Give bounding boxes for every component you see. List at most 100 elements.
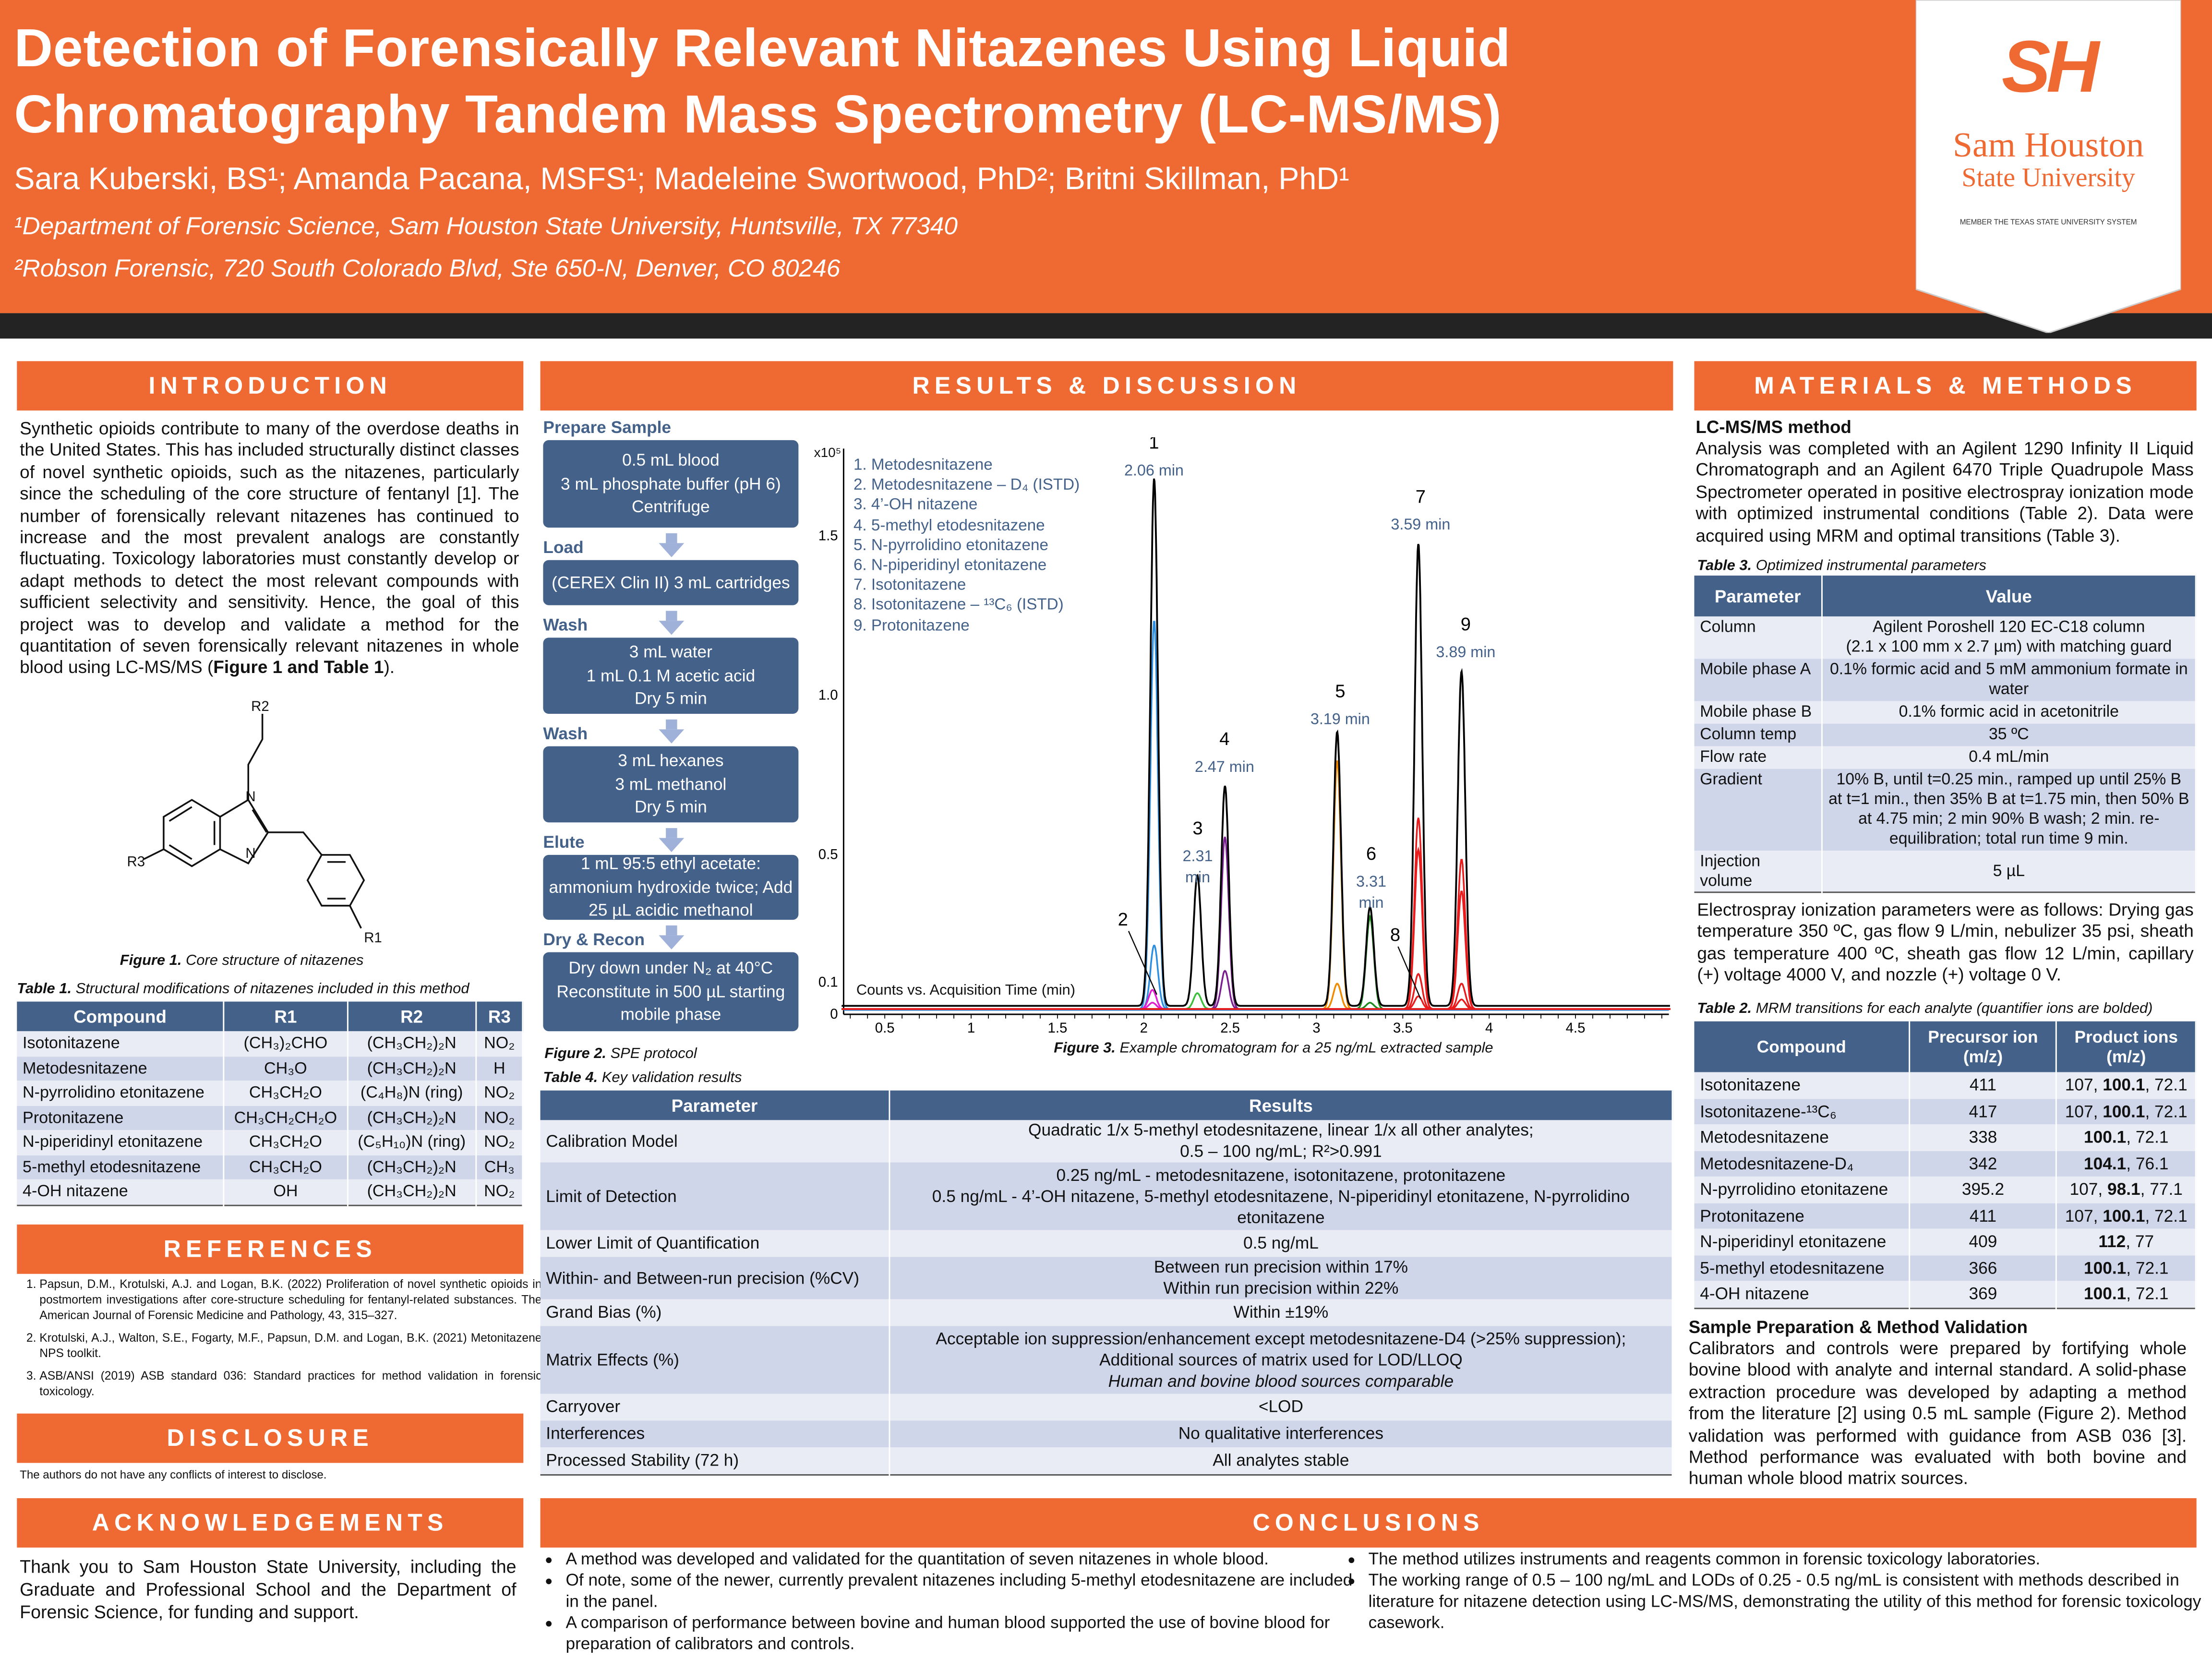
spe-step-line: mobile phase xyxy=(620,1005,721,1025)
table3-caption-text: Optimized instrumental parameters xyxy=(1755,557,1986,575)
methods-heading: MATERIALS & METHODS xyxy=(1694,361,2197,411)
spe-step-line: 3 mL hexanes xyxy=(618,751,724,771)
table-row: Isotonitazene (CH₃)₂CHO (CH₃CH₂)₂N NO₂ xyxy=(17,1031,524,1056)
product-ion: , 77 xyxy=(2126,1232,2154,1252)
y-tick-label: 0.1 xyxy=(818,974,838,990)
spe-step-header: Dry & Recon xyxy=(543,920,798,950)
table2-header-row: Compound Precursor ion (m/z) Product ions … xyxy=(1694,1021,2197,1072)
table2-compound: Metodesnitazene xyxy=(1694,1124,1911,1151)
table-row: 5-methyl etodesnitazene 366 100.1, 72.1 xyxy=(1694,1255,2197,1281)
table4-result-line: Between run precision within 17% xyxy=(1154,1257,1408,1277)
ion-trace-peak-1 xyxy=(842,621,1671,1010)
down-arrow-icon xyxy=(659,925,685,950)
table4-result-line: 0.5 ng/mL - 4’-OH nitazene, 5-methyl eto… xyxy=(932,1186,1630,1227)
figure1-caption: Figure 1. Core structure of nitazenes xyxy=(120,952,364,969)
lcms-text: Analysis was completed with an Agilent 1… xyxy=(1695,438,2194,546)
table4-parameter: Matrix Effects (%) xyxy=(540,1326,890,1394)
table2-compound: Isotonitazene xyxy=(1694,1072,1911,1098)
legend-entry: 1. Metodesnitazene xyxy=(853,457,993,474)
table2-products: 107, 100.1, 72.1 xyxy=(2056,1202,2197,1229)
quantifier-ion: 112 xyxy=(2098,1232,2126,1252)
x-tick-label: 3.5 xyxy=(1393,1020,1413,1036)
x-tick-label: 1 xyxy=(967,1020,975,1036)
table4-result-line: Quadratic 1/x 5-methyl etodesnitazene, l… xyxy=(1028,1120,1534,1140)
reference-item: Papsun, D.M., Krotulski, A.J. and Logan,… xyxy=(39,1277,541,1323)
table1-header-row: Compound R1 R2 R3 xyxy=(17,1001,524,1032)
table1-cell: CH₃CH₂O xyxy=(224,1130,348,1155)
disclosure-text: The authors do not have any conflicts of… xyxy=(20,1468,327,1481)
acknowledgements-text: Thank you to Sam Houston State Universit… xyxy=(20,1556,517,1623)
table1-caption: Table 1. Structural modifications of nit… xyxy=(17,980,469,997)
total-ion-chromatogram xyxy=(842,478,1670,1007)
peak-number-label: 8 xyxy=(1390,925,1400,945)
table1-cell: CH₃O xyxy=(224,1056,348,1081)
references-list: Papsun, D.M., Krotulski, A.J. and Logan,… xyxy=(0,1277,541,1407)
table2-products: 107, 98.1, 77.1 xyxy=(2056,1176,2197,1203)
spe-step-line: 0.5 mL blood xyxy=(622,450,720,470)
y-tick-label: 0 xyxy=(830,1006,838,1022)
peak-number-label: 6 xyxy=(1366,843,1376,864)
table1-header-cell: R2 xyxy=(347,1001,477,1032)
table2-compound: 5-methyl etodesnitazene xyxy=(1694,1255,1911,1281)
table4-result-line: No qualitative interferences xyxy=(1178,1423,1384,1443)
table-row: Mobile phase B 0.1% formic acid in aceton… xyxy=(1694,701,2197,724)
table4-parameter: Carryover xyxy=(540,1394,890,1421)
table4-result-line: <LOD xyxy=(1258,1396,1303,1417)
x-tick-label: 0.5 xyxy=(875,1020,895,1036)
reference-item: ASB/ANSI (2019) ASB standard 036: Standa… xyxy=(39,1369,541,1400)
table4-caption-text: Key validation results xyxy=(601,1069,742,1086)
ion-trace-peak-9 xyxy=(842,998,1671,1010)
structure-n2: N xyxy=(245,846,256,862)
table-row: N-pyrrolidino etonitazene 395.2 107, 98.1,… xyxy=(1694,1176,2197,1203)
structure-r2: R2 xyxy=(251,699,269,715)
product-ion: 107, xyxy=(2065,1075,2103,1095)
table1-cell: (CH₃CH₂)₂N xyxy=(347,1105,477,1130)
chromatogram-chart: 0.5 1 1.5 2 2.5 3 3.5 4 4.5 0 0.1 0.5 1.0 1.5 1 2.06 mi… xyxy=(818,437,1671,1036)
table1-cell: (C₅H₁₀)N (ring) xyxy=(347,1130,477,1155)
table2: Compound Precursor ion (m/z) Product ions … xyxy=(1694,1021,2197,1309)
results-heading: RESULTS & DISCUSSION xyxy=(540,361,1673,411)
table3-header-cell: Parameter xyxy=(1694,576,1823,617)
table-row: Column temp 35 ºC xyxy=(1694,723,2197,746)
table4-parameter: Processed Stability (72 h) xyxy=(540,1447,890,1475)
table4-result: No qualitative interferences xyxy=(889,1420,1673,1448)
table-row: N-piperidinyl etonitazene CH₃CH₂O (C₅H₁₀)N… xyxy=(17,1130,524,1155)
table3-parameter: Mobile phase B xyxy=(1694,701,1823,724)
table-row: Isotonitazene-¹³C₆ 417 107, 100.1, 72.1 xyxy=(1694,1098,2197,1125)
figure3-caption: Figure 3. Example chromatogram for a 25 … xyxy=(1054,1040,1493,1057)
table3-parameter: Flow rate xyxy=(1694,746,1823,769)
table4-result-line: 0.5 ng/mL xyxy=(1243,1233,1319,1253)
peak-number-label: 5 xyxy=(1335,681,1345,702)
product-ion: 107, xyxy=(2069,1179,2108,1200)
table1-cell: OH xyxy=(224,1179,348,1205)
table-row: Injection volume 5 µL xyxy=(1694,851,2197,892)
university-logo: SH Sam Houston State University MEMBER T… xyxy=(1915,0,2182,334)
table-row: 4-OH nitazene 369 100.1, 72.1 xyxy=(1694,1281,2197,1308)
table1-cell: Protonitazene xyxy=(17,1105,225,1130)
table4-header-row: Parameter Results xyxy=(540,1090,1673,1120)
product-ion: 107, xyxy=(2065,1101,2103,1121)
table3-parameter: Gradient xyxy=(1694,769,1823,851)
table1-header-cell: Compound xyxy=(17,1001,225,1032)
spe-step-line: 3 mL water xyxy=(629,642,712,662)
legend-entry: 9. Protonitazene xyxy=(853,617,970,635)
lcms-heading: LC-MS/MS method xyxy=(1695,417,1851,438)
table-row: 5-methyl etodesnitazene CH₃CH₂O (CH₃CH₂)₂N… xyxy=(17,1154,524,1179)
y-tick-label: 0.5 xyxy=(818,847,838,863)
table-row: Metodesnitazene-D₄ 342 104.1, 76.1 xyxy=(1694,1150,2197,1177)
spe-step-line: Dry 5 min xyxy=(634,797,707,817)
quantifier-ion: 100.1 xyxy=(2103,1075,2145,1095)
figure2-caption-text: SPE protocol xyxy=(610,1045,697,1062)
table4-result: Between run precision within 17% Within r… xyxy=(889,1257,1673,1299)
y-tick-label: 1.5 xyxy=(818,528,838,544)
peak-8-leader xyxy=(1397,946,1421,999)
spe-step-box: (CEREX Clin II) 3 mL cartridges xyxy=(543,560,799,605)
spe-step-line: 3 mL phosphate buffer (pH 6) xyxy=(561,473,781,493)
peak-number-label: 7 xyxy=(1416,486,1426,507)
spe-step-label: Wash xyxy=(543,723,588,744)
x-tick-label: 4 xyxy=(1485,1020,1493,1036)
table-row: Protonitazene CH₃CH₂CH₂O (CH₃CH₂)₂N NO₂ xyxy=(17,1105,524,1130)
table4-result-line: All analytes stable xyxy=(1213,1450,1349,1470)
authors: Sara Kuberski, BS¹; Amanda Pacana, MSFS¹… xyxy=(14,161,1349,196)
spe-step-line: Centrifuge xyxy=(632,497,710,517)
